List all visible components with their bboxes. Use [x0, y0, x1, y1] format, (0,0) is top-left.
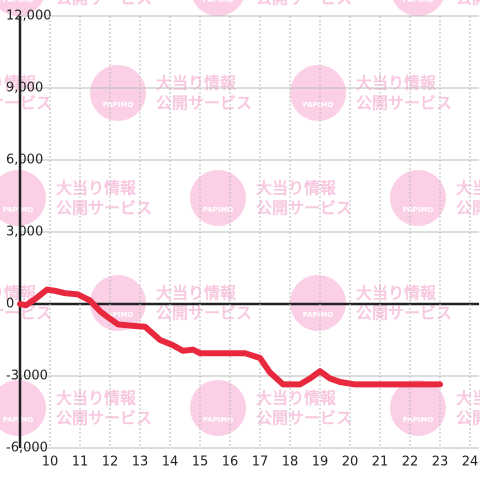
x-tick-label: 11 — [72, 455, 89, 470]
x-tick-label: 20 — [342, 455, 359, 470]
watermark-text: 大当り情報 — [456, 389, 480, 408]
watermark-text: 大当り情報 — [0, 284, 37, 303]
x-tick-label: 18 — [282, 455, 299, 470]
watermark-logo-text: PAPIMO — [3, 416, 34, 424]
watermark-logo — [392, 0, 444, 16]
watermark-logo — [290, 65, 346, 121]
watermark-text: 公開サービス — [356, 304, 452, 323]
watermark-logo — [0, 380, 46, 436]
watermark: PAPIMO大当り情報公開サービスPAPIMO大当り情報公開サービスPAPIMO… — [0, 0, 480, 436]
watermark-logo-text: PAPIMO — [403, 0, 434, 4]
watermark-text: 公開サービス — [0, 304, 52, 323]
watermark-text: 公開サービス — [456, 409, 480, 428]
x-tick-label: 21 — [372, 455, 389, 470]
watermark-text: 公開サービス — [456, 0, 480, 8]
watermark-text: 公開サービス — [56, 0, 152, 8]
watermark-logo — [390, 380, 446, 436]
watermark-logo — [90, 65, 146, 121]
watermark-logo — [190, 170, 246, 226]
x-tick-label: 16 — [222, 455, 239, 470]
watermark-logo-text: PAPIMO — [403, 206, 434, 214]
watermark-logo-text: PAPIMO — [303, 311, 334, 319]
watermark-logo-text: PAPIMO — [203, 0, 234, 4]
y-tick-label: 12,000 — [6, 9, 52, 24]
watermark-text: 大当り情報 — [256, 389, 337, 408]
x-tick-label: 12 — [102, 455, 119, 470]
watermark-text: 公開サービス — [256, 199, 352, 218]
y-tick-label: 0 — [6, 297, 14, 312]
watermark-text: 大当り情報 — [356, 284, 437, 303]
watermark-text: 公開サービス — [356, 94, 452, 113]
watermark-text: 大当り情報 — [56, 179, 137, 198]
watermark-text: 大当り情報 — [156, 74, 237, 93]
watermark-text: 公開サービス — [0, 94, 52, 113]
watermark-logo-text: PAPIMO — [103, 101, 134, 109]
x-tick-label: 24 — [462, 455, 479, 470]
y-tick-label: 6,000 — [6, 153, 43, 168]
watermark-text: 大当り情報 — [456, 179, 480, 198]
y-tick-label: -6,000 — [6, 441, 48, 456]
watermark-logo — [190, 380, 246, 436]
watermark-text: 公開サービス — [256, 409, 352, 428]
watermark-text: 公開サービス — [456, 199, 480, 218]
watermark-logo-text: PAPIMO — [3, 206, 34, 214]
watermark-logo-text: PAPIMO — [203, 206, 234, 214]
watermark-text: 公開サービス — [156, 94, 252, 113]
watermark-text: 大当り情報 — [356, 74, 437, 93]
watermark-logo-text: PAPIMO — [103, 311, 134, 319]
y-tick-label: 9,000 — [6, 81, 43, 96]
x-tick-label: 19 — [312, 455, 329, 470]
x-tick-label: 15 — [192, 455, 209, 470]
plot — [17, 286, 443, 388]
watermark-logo-text: PAPIMO — [3, 0, 34, 4]
watermark-logo-text: PAPIMO — [203, 416, 234, 424]
x-tick-label: 22 — [402, 455, 419, 470]
watermark-text: 公開サービス — [56, 409, 152, 428]
watermark-logo — [192, 0, 244, 16]
x-tick-label: 14 — [162, 455, 179, 470]
watermark-logo — [390, 170, 446, 226]
watermark-text: 大当り情報 — [56, 389, 137, 408]
line — [17, 286, 443, 388]
x-tick-label: 17 — [252, 455, 269, 470]
watermark-text: 公開サービス — [256, 0, 352, 8]
watermark-logo — [0, 0, 44, 16]
watermark-text: 大当り情報 — [156, 284, 237, 303]
x-tick-label: 10 — [42, 455, 59, 470]
watermark-text: 大当り情報 — [256, 179, 337, 198]
watermark-logo-text: PAPIMO — [303, 101, 334, 109]
watermark-logo — [0, 170, 46, 226]
grid: -6,000 -3,000 0 3,000 6,000 9,000 12,000 10 11 12… — [6, 9, 479, 470]
y-tick-label: 3,000 — [6, 225, 43, 240]
y-tick-label: -3,000 — [6, 369, 48, 384]
watermark-logo-text: PAPIMO — [403, 416, 434, 424]
x-tick-label: 13 — [132, 455, 149, 470]
x-tick-label: 23 — [432, 455, 449, 470]
watermark-text: 公開サービス — [56, 199, 152, 218]
watermark-text: 公開サービス — [156, 304, 252, 323]
